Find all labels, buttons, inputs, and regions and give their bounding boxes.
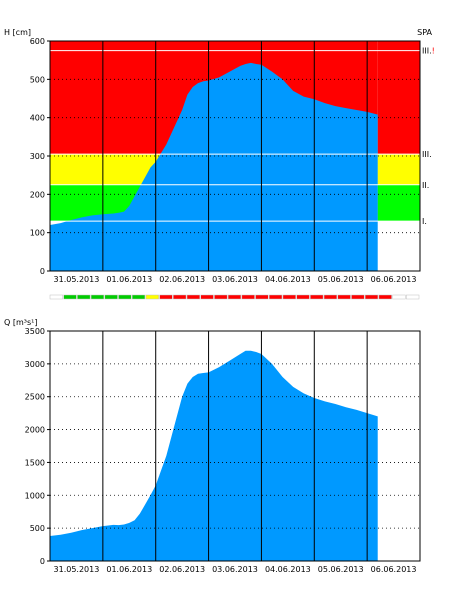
status-segment-7 xyxy=(145,294,159,300)
h-x-tick-label-4: 04.06.2013 xyxy=(265,275,311,284)
status-segment-24 xyxy=(378,294,392,300)
h-threshold-label-0: I. xyxy=(422,217,427,226)
h-y-tick-label-3: 300 xyxy=(30,152,45,161)
q-x-tick-label-1: 01.06.2013 xyxy=(106,565,152,574)
status-segment-23 xyxy=(364,294,379,300)
status-segment-2 xyxy=(77,294,91,300)
h-band-tail-2 xyxy=(377,41,420,155)
status-segment-6 xyxy=(131,294,146,300)
q-y-tick-label-2: 1000 xyxy=(25,491,45,500)
h-x-tick-label-2: 02.06.2013 xyxy=(159,275,205,284)
status-segment-4 xyxy=(104,294,118,300)
h-x-tick-label-1: 01.06.2013 xyxy=(106,275,152,284)
status-segment-10 xyxy=(186,294,200,300)
status-segment-22 xyxy=(351,294,365,300)
h-threshold-label-3: III.! xyxy=(422,47,435,56)
status-segment-20 xyxy=(323,294,338,300)
q-y-axis-label: Q [m³s¹] xyxy=(4,318,37,327)
q-x-tick-label-6: 06.06.2013 xyxy=(371,565,417,574)
h-threshold-label-1: II. xyxy=(422,181,429,190)
q-y-tick-label-0: 0 xyxy=(40,557,45,566)
status-segment-12 xyxy=(214,294,228,300)
h-x-tick-label-0: 31.05.2013 xyxy=(54,275,100,284)
status-segment-5 xyxy=(118,294,132,300)
q-y-tick-label-5: 2500 xyxy=(25,393,45,402)
h-station-label: SPA xyxy=(417,28,432,37)
q-plot-frame xyxy=(49,330,421,562)
h-y-tick-label-4: 400 xyxy=(30,114,45,123)
q-x-tick-label-3: 03.06.2013 xyxy=(212,565,258,574)
status-segment-18 xyxy=(296,294,310,300)
status-segment-13 xyxy=(227,294,242,300)
status-segment-15 xyxy=(255,294,269,300)
h-y-tick-label-5: 500 xyxy=(30,75,45,84)
q-x-tick-label-0: 31.05.2013 xyxy=(54,565,100,574)
q-x-tick-label-5: 05.06.2013 xyxy=(318,565,364,574)
status-segment-1 xyxy=(63,294,77,300)
h-x-tick-label-3: 03.06.2013 xyxy=(212,275,258,284)
h-y-tick-label-1: 100 xyxy=(30,229,45,238)
status-segment-19 xyxy=(310,294,324,300)
q-y-tick-label-4: 2000 xyxy=(25,426,45,435)
status-segment-17 xyxy=(282,294,296,300)
q-y-tick-label-3: 1500 xyxy=(25,458,45,467)
status-segment-8 xyxy=(159,294,173,300)
h-x-tick-label-6: 06.06.2013 xyxy=(371,275,417,284)
h-y-tick-label-6: 600 xyxy=(30,37,45,46)
h-band-tail-1 xyxy=(377,154,420,185)
q-x-tick-label-4: 04.06.2013 xyxy=(265,565,311,574)
status-segment-14 xyxy=(241,294,255,300)
h-y-axis-label: H [cm] xyxy=(4,28,31,37)
h-y-tick-label-2: 200 xyxy=(30,190,45,199)
q-y-tick-label-1: 500 xyxy=(30,524,45,533)
q-y-tick-label-7: 3500 xyxy=(25,327,45,336)
q-series-area xyxy=(50,350,378,561)
h-threshold-label-2: III. xyxy=(422,150,432,159)
status-segment-25 xyxy=(392,294,406,300)
h-y-tick-label-0: 0 xyxy=(40,267,45,276)
h-x-tick-label-5: 05.06.2013 xyxy=(318,275,364,284)
status-segment-0 xyxy=(49,294,63,300)
status-segment-11 xyxy=(200,294,214,300)
status-segment-3 xyxy=(90,294,105,300)
status-segment-16 xyxy=(269,294,283,300)
h-band-tail-0 xyxy=(377,184,420,222)
status-segment-26 xyxy=(406,294,420,300)
h-series-area xyxy=(50,62,378,271)
q-y-tick-label-6: 3000 xyxy=(25,360,45,369)
q-x-tick-label-2: 02.06.2013 xyxy=(159,565,205,574)
status-segment-21 xyxy=(337,294,351,300)
status-segment-9 xyxy=(173,294,187,300)
